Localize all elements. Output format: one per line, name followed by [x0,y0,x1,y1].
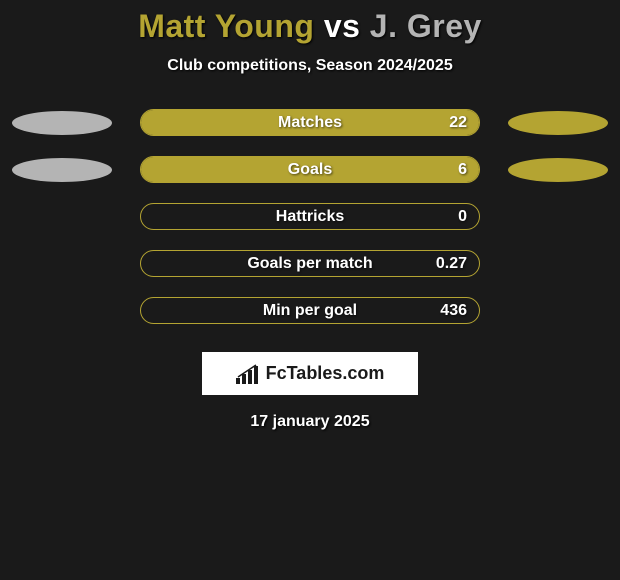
stat-bar: Hattricks 0 [140,203,480,230]
date-text: 17 january 2025 [0,413,620,431]
stat-bar: Goals 6 [140,156,480,183]
stats-rows: Matches 22 Goals 6 Hattricks 0 Goals per match… [0,109,620,324]
stat-label: Min per goal [263,302,357,320]
brand-text: FcTables.com [266,363,385,384]
stat-row: Matches 22 [0,109,620,136]
title-player2: J. Grey [370,8,482,44]
stat-label: Matches [278,114,342,132]
stat-value: 0 [458,208,467,226]
stat-value: 22 [449,114,467,132]
title-vs: vs [324,8,361,44]
stat-label: Hattricks [276,208,344,226]
brand-chart-icon [236,364,260,384]
stat-bar: Min per goal 436 [140,297,480,324]
left-marker [12,158,112,182]
stat-bar: Goals per match 0.27 [140,250,480,277]
stat-row: Goals 6 [0,156,620,183]
stat-value: 436 [440,302,467,320]
page-title: Matt Young vs J. Grey [0,8,620,45]
stat-value: 6 [458,161,467,179]
stat-row: Min per goal 436 [0,297,620,324]
stats-card: Matt Young vs J. Grey Club competitions,… [0,0,620,431]
right-marker [508,158,608,182]
left-marker [12,111,112,135]
brand-box: FcTables.com [202,352,418,395]
stat-label: Goals [288,161,332,179]
title-player1: Matt Young [138,8,314,44]
right-marker [508,111,608,135]
subtitle: Club competitions, Season 2024/2025 [0,57,620,75]
stat-row: Goals per match 0.27 [0,250,620,277]
stat-value: 0.27 [436,255,467,273]
stat-label: Goals per match [247,255,372,273]
stat-row: Hattricks 0 [0,203,620,230]
stat-bar: Matches 22 [140,109,480,136]
